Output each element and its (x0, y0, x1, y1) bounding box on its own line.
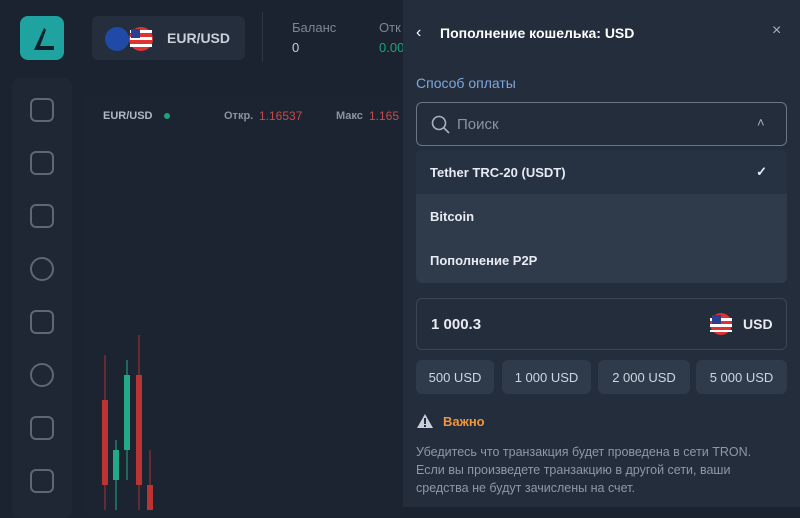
pair: EUR/USD (167, 30, 231, 46)
search-box[interactable]: Поиск ˄ (416, 102, 787, 146)
quick-amount[interactable]: 500 USD (416, 360, 494, 394)
chart-open-value: 1.16537 (259, 109, 303, 123)
option-label: Tether TRC-20 (USDT) (430, 164, 566, 180)
divider (262, 12, 263, 62)
option[interactable]: Tether TRC-20 (USDT) ✓ (416, 150, 787, 194)
nav-icon[interactable] (30, 416, 54, 440)
close-button[interactable]: × (772, 22, 782, 39)
warning-line: средства не будут зачислены на счет. (416, 481, 635, 495)
balance-value: 0 (292, 40, 300, 55)
nav-icon[interactable] (30, 310, 54, 334)
option[interactable]: Bitcoin (416, 194, 787, 238)
amount: 1 000.3 (431, 316, 482, 333)
panel-title: Пополнение кошелька: USD (440, 25, 635, 41)
quick-amount[interactable]: 2 000 USD (598, 360, 690, 394)
balance-label: Баланс (292, 20, 337, 35)
pair-selector[interactable]: EUR/USD (92, 16, 245, 60)
currency: USD (743, 316, 773, 332)
nav-icon[interactable] (30, 151, 54, 175)
warning-title: Важно (443, 414, 485, 429)
chart-open-label: Откр. (224, 110, 254, 122)
chart-symbol: EUR/USD (103, 110, 153, 122)
sidebar (12, 78, 72, 518)
option-label: Bitcoin (430, 208, 475, 224)
search-placeholder: Поиск (457, 116, 499, 133)
open-value: 0.00 (379, 40, 405, 55)
option[interactable]: Пополнение P2P (416, 238, 787, 282)
amount-box[interactable]: 1 000.3 USD (416, 298, 787, 350)
warning-line: Убедитесь что транзакция будет проведена… (416, 445, 752, 459)
nav-icon[interactable] (30, 469, 54, 493)
chart-high-value: 1.165 (369, 109, 400, 123)
quick-amount[interactable]: 1 000 USD (502, 360, 591, 394)
nav-icon[interactable] (30, 257, 54, 281)
option-label: Пополнение P2P (430, 252, 538, 268)
nav-icon[interactable] (30, 204, 54, 228)
warning-line: Если вы произведете транзакцию в другой … (416, 463, 731, 477)
nav-icon[interactable] (30, 363, 54, 387)
nav-icon[interactable] (30, 98, 54, 122)
method-label: Способ оплаты (416, 75, 516, 91)
candles (102, 335, 153, 510)
chart-high-label: Макс (336, 110, 363, 122)
warning-icon (417, 414, 433, 428)
open-label: Отк (379, 20, 401, 35)
page: EUR/USD Баланс 0 Отк 0.00 EUR/USD Откр. … (20, 0, 800, 510)
quick-amount[interactable]: 5 000 USD (696, 360, 787, 394)
logo[interactable] (20, 16, 64, 60)
back-button[interactable]: ‹ (416, 24, 422, 41)
status-dot (164, 113, 170, 119)
